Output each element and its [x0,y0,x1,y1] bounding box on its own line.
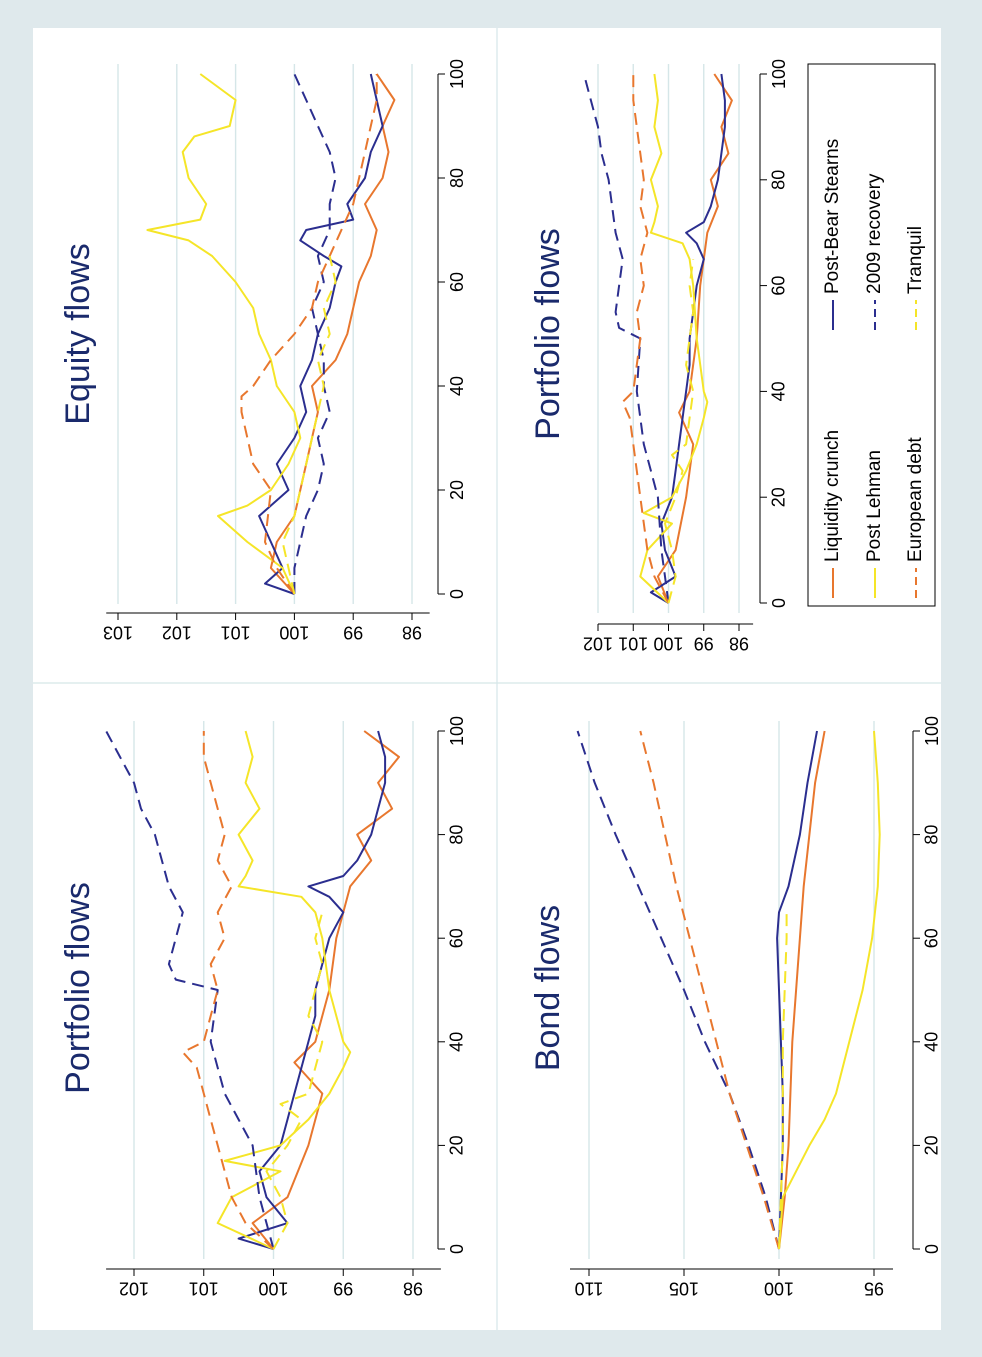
series-line-recovery_2009 [576,730,780,1250]
x-tick-label: 100 [769,59,789,89]
legend-label-tranquil: Tranquil [905,226,926,294]
chart-tl: 98 99 100 101 102 0 20 40 60 80 100 Portfolio flows [59,716,467,1298]
series-line-liquidity [251,730,400,1250]
y-tick-label: 99 [694,633,714,653]
y-tick-label: 95 [864,1278,884,1298]
x-tick-label: 60 [447,272,467,292]
x-tick-label: 20 [922,1135,942,1155]
x-tick-label: 40 [922,1032,942,1052]
series-line-recovery_2009 [582,73,670,604]
series-line-tranquil [265,912,324,1250]
chart-bl: 95 100 105 110 0 20 40 60 80 100 Bond flows [529,716,942,1298]
chart-title: Equity flows [59,243,97,424]
chart-title: Portfolio flows [59,882,97,1094]
series-line-post_lehman [639,73,709,604]
figure-panel [33,28,941,1330]
y-tick-label: 110 [575,1278,604,1298]
x-tick-label: 0 [769,598,789,608]
series-line-european_debt [240,74,378,595]
x-tick-label: 40 [447,376,467,396]
series-line-post_lehman [778,730,881,1250]
series-line-post_lehman [216,730,352,1250]
y-tick-label: 100 [279,622,309,642]
x-tick-label: 0 [922,1244,942,1254]
y-tick-label: 98 [729,633,749,653]
y-tick-label: 98 [403,1278,423,1298]
x-tick-label: 60 [769,276,789,296]
y-tick-label: 102 [162,622,192,642]
legend-label-post_lehman: Post Lehman [864,450,885,562]
y-tick-label: 105 [669,1278,699,1298]
legend-label-european_debt: European debt [905,437,926,562]
x-tick-label: 60 [447,928,467,948]
series-line-liquidity [778,730,826,1250]
y-tick-label: 101 [189,1278,219,1298]
chart-title: Bond flows [529,905,567,1071]
y-tick-label: 102 [119,1278,149,1298]
y-tick-label: 101 [221,622,251,642]
y-tick-label: 99 [343,622,363,642]
series-line-post_lehman [146,73,302,595]
y-tick-label: 100 [653,633,683,653]
y-tick-label: 100 [258,1278,288,1298]
legend-label-liquidity: Liquidity crunch [822,430,843,562]
chart-title: Portfolio flows [529,228,567,440]
series-line-european_debt [181,731,275,1250]
legend-label-recovery_2009: 2009 recovery [864,173,885,294]
x-tick-label: 100 [922,716,942,746]
legend: Liquidity crunch Post-Bear Stearns Post Le… [807,63,936,607]
y-tick-label: 99 [333,1278,353,1298]
x-tick-label: 80 [922,825,942,845]
x-tick-label: 100 [447,716,467,746]
series-line-post_bear [258,73,384,595]
series-line-tranquil [281,255,337,595]
legend-label-post_bear: Post-Bear Stearns [822,139,843,294]
series-line-tranquil [778,912,788,1250]
y-tick-label: 100 [764,1278,794,1298]
series-line-tranquil [664,258,695,604]
y-tick-label: 103 [103,622,133,642]
legend-box [807,63,936,607]
x-tick-label: 40 [447,1032,467,1052]
y-tick-label: 102 [583,633,613,653]
series-line-liquidity [269,73,396,595]
y-tick-label: 98 [402,622,422,642]
x-tick-label: 80 [447,168,467,188]
x-tick-label: 20 [769,487,789,507]
series-line-european_debt [621,74,670,604]
series-line-recovery_2009 [293,73,337,594]
x-tick-label: 0 [447,1244,467,1254]
series-line-recovery_2009 [105,730,275,1250]
x-tick-label: 0 [447,589,467,599]
x-tick-label: 40 [769,381,789,401]
y-tick-label: 101 [618,633,648,653]
x-tick-label: 20 [447,1135,467,1155]
x-tick-label: 60 [922,928,942,948]
x-tick-label: 20 [447,480,467,500]
x-tick-label: 80 [769,170,789,190]
chart-tr: 98 99 100 101 102 103 0 20 40 60 80 100 Equity flows [59,59,467,642]
x-tick-label: 80 [447,825,467,845]
series-line-european_debt [639,730,780,1250]
series-line-liquidity [656,73,733,604]
x-tick-label: 100 [447,59,467,89]
